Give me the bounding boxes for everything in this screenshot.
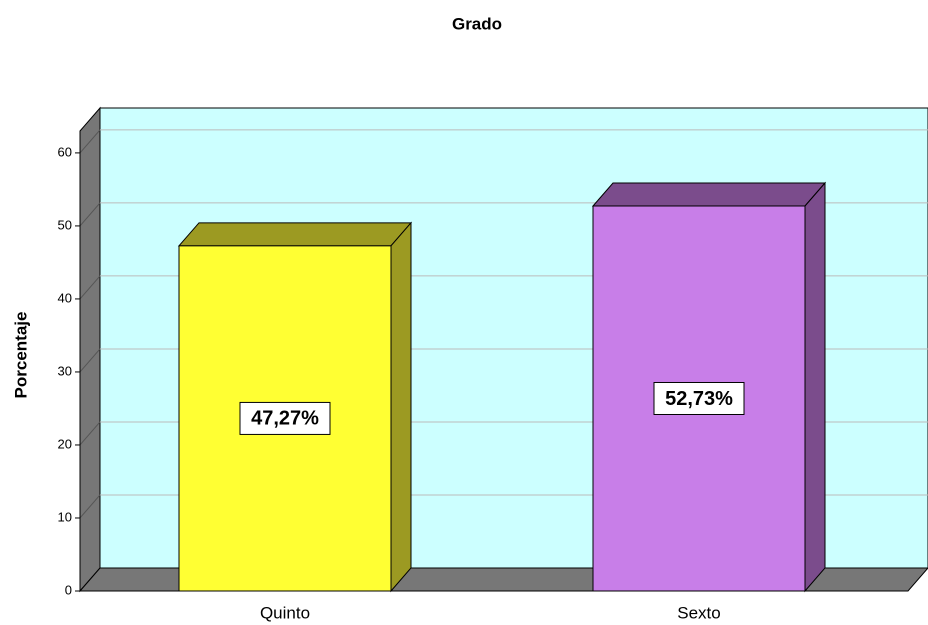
value-label: 47,27% <box>251 408 319 430</box>
side-grid-line <box>79 275 101 300</box>
side-grid-line <box>79 129 101 154</box>
side-grid-line <box>79 494 101 519</box>
y-tick-label: 10 <box>58 509 72 524</box>
y-tick-label: 0 <box>65 582 72 597</box>
y-tick-label: 50 <box>58 217 72 232</box>
y-tick-label: 40 <box>58 290 72 305</box>
chart-title: Grado <box>452 14 502 33</box>
side-grid-line <box>79 421 101 446</box>
y-tick-label: 30 <box>58 363 72 378</box>
bar-side <box>390 221 412 593</box>
value-label: 52,73% <box>665 388 733 410</box>
x-tick-label: Sexto <box>677 603 720 622</box>
value-label-box <box>653 381 745 415</box>
bar-side <box>804 181 826 593</box>
side-grid-line <box>79 202 101 227</box>
y-tick-label: 60 <box>58 144 72 159</box>
value-label-box <box>239 401 331 435</box>
side-wall <box>79 106 101 593</box>
bar-top <box>177 222 413 247</box>
y-tick-label: 20 <box>58 436 72 451</box>
bar-top <box>591 182 827 207</box>
x-tick-label: Quinto <box>260 603 310 622</box>
side-grid-line <box>79 348 101 373</box>
y-axis-label: Porcentaje <box>11 312 30 399</box>
